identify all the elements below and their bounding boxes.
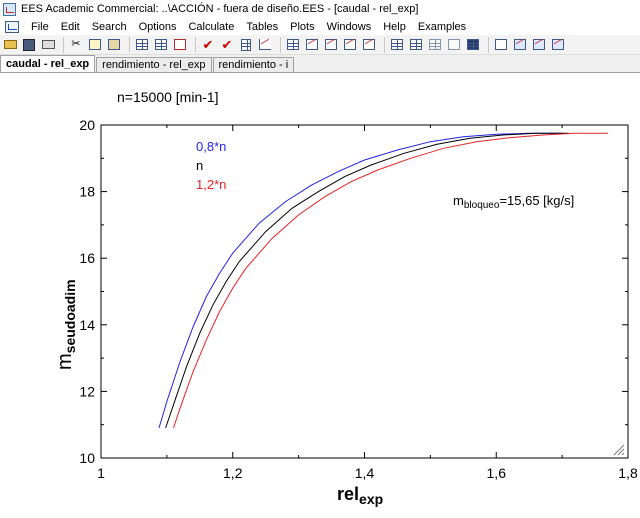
app-icon[interactable] (3, 2, 16, 16)
annotation-main: m (453, 193, 464, 208)
toolbar-separator (488, 36, 489, 53)
series-lines (158, 132, 609, 429)
table-icon[interactable] (465, 37, 481, 53)
menu-tables[interactable]: Tables (246, 20, 279, 33)
arrays-icon[interactable] (446, 37, 462, 53)
toolbar: ✂ ✔ ✔ (0, 35, 640, 55)
formatted-equations-icon[interactable] (153, 37, 169, 53)
window-icon-1[interactable] (389, 37, 405, 53)
menu-file[interactable]: File (31, 20, 49, 33)
open-icon[interactable] (2, 37, 18, 53)
toolbar-separator (384, 36, 385, 53)
x-tick-label: 1,4 (355, 465, 375, 481)
text-icon[interactable] (493, 37, 509, 53)
tab-rendimiento-i[interactable]: rendimiento - i (212, 57, 295, 72)
series-line-1 (165, 132, 569, 429)
equations-window-icon[interactable] (134, 37, 150, 53)
document-icon[interactable] (5, 20, 19, 33)
window-icon-3[interactable] (427, 37, 443, 53)
y-tick-label: 12 (79, 383, 95, 399)
y-axis-label: mseudoadim (54, 279, 78, 370)
plot-window-icon[interactable] (257, 37, 273, 53)
series-line-0 (158, 132, 563, 429)
save-icon[interactable] (21, 37, 37, 53)
legend-entry-2: 1,2*n (196, 177, 226, 192)
x-tick-label: 1,8 (618, 465, 638, 481)
legend: 0,8*n n 1,2*n (196, 139, 226, 192)
menu-examples[interactable]: Examples (417, 20, 467, 33)
menu-search[interactable]: Search (91, 20, 127, 33)
menu-plots[interactable]: Plots (290, 20, 315, 33)
toolbar-separator (195, 36, 196, 53)
paste-icon[interactable] (106, 37, 122, 53)
menu-windows[interactable]: Windows (326, 20, 372, 33)
y-tick-label: 18 (79, 184, 95, 200)
x-tick-label: 1 (97, 465, 105, 481)
solution-window-icon[interactable] (172, 37, 188, 53)
menu-help[interactable]: Help (383, 20, 406, 33)
diagram-icon-2[interactable] (531, 37, 547, 53)
copy-icon[interactable] (87, 37, 103, 53)
diagram-icon[interactable] (512, 37, 528, 53)
title-bar: EES Academic Commercial: ..\ACCIÓN - fue… (0, 0, 640, 19)
window-icon-2[interactable] (408, 37, 424, 53)
annotation-rest: =15,65 [kg/s] (499, 193, 574, 208)
x-axis-label: relexp (337, 484, 383, 507)
chart: n=15000 [min-1] 1 1,2 1,4 1,6 1,8 10 12 14 16 18 2… (54, 89, 638, 507)
plot-icon[interactable] (304, 37, 320, 53)
toolbar-separator (280, 36, 281, 53)
check-icon[interactable]: ✔ (202, 37, 214, 52)
menu-options[interactable]: Options (138, 20, 177, 33)
calculator-icon[interactable] (238, 37, 254, 53)
x-axis-label-sub: exp (359, 491, 383, 507)
tab-rendimiento-rel-exp[interactable]: rendimiento - rel_exp (96, 57, 212, 72)
parametric-table-icon[interactable] (285, 37, 301, 53)
toolbar-separator (129, 36, 130, 53)
y-tick-label: 14 (79, 317, 95, 333)
chart-title: n=15000 [min-1] (117, 89, 219, 105)
print-icon[interactable] (40, 37, 56, 53)
plot-icon-3[interactable] (342, 37, 358, 53)
y-axis-label-main: m (54, 353, 76, 370)
diagram-icon-3[interactable] (550, 37, 566, 53)
series-line-2 (173, 132, 609, 429)
solve-icon[interactable]: ✔ (221, 37, 233, 52)
plot-tabs: caudal - rel_exp rendimiento - rel_exp r… (0, 55, 640, 73)
x-tick-label: 1,2 (223, 465, 243, 481)
y-tick-label: 10 (79, 450, 95, 466)
annotation-sub: bloqueo (464, 200, 500, 211)
menu-bar: File Edit Search Options Calculate Table… (0, 18, 640, 35)
cut-icon[interactable]: ✂ (71, 38, 81, 50)
window-title: EES Academic Commercial: ..\ACCIÓN - fue… (21, 3, 419, 15)
plot-window: n=15000 [min-1] 1 1,2 1,4 1,6 1,8 10 12 14 16 18 2… (0, 73, 640, 518)
legend-entry-1: n (196, 158, 203, 173)
legend-entry-0: 0,8*n (196, 139, 226, 154)
resize-grip-icon[interactable] (613, 444, 625, 456)
blocking-flow-annotation: mbloqueo=15,65 [kg/s] (453, 193, 574, 211)
toolbar-separator (63, 36, 64, 53)
tab-caudal-rel-exp[interactable]: caudal - rel_exp (0, 55, 96, 72)
y-axis-label-sub: seudoadim (62, 279, 78, 353)
menu-edit[interactable]: Edit (60, 20, 80, 33)
x-axis-label-main: rel (337, 484, 359, 504)
plot-icon-4[interactable] (361, 37, 377, 53)
x-tick-label: 1,6 (487, 465, 507, 481)
y-tick-label: 20 (79, 117, 95, 133)
y-tick-label: 16 (79, 250, 95, 266)
menu-calculate[interactable]: Calculate (188, 20, 235, 33)
axis-ticks: 1 1,2 1,4 1,6 1,8 10 12 14 16 18 20 (79, 117, 638, 481)
plot-icon-2[interactable] (323, 37, 339, 53)
